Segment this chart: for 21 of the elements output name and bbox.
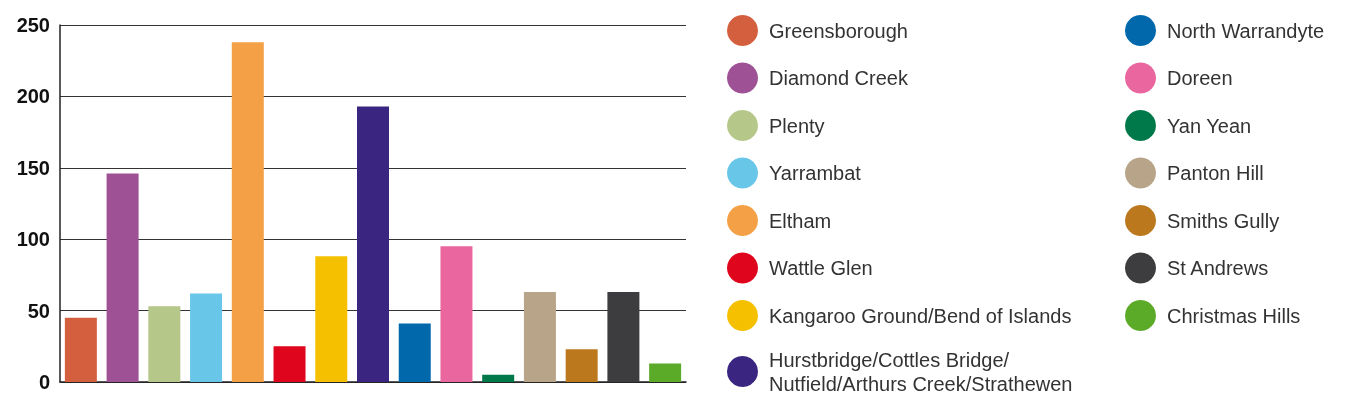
y-tick-label: 100 (16, 228, 50, 251)
legend-label: North Warrandyte (1167, 19, 1325, 42)
legend-label: Plenty (769, 114, 825, 137)
legend-label: Greensborough (769, 19, 908, 42)
legend-label: Diamond Creek (769, 67, 909, 89)
y-tick-label: 250 (16, 14, 50, 36)
legend-label: Yarrambat (769, 162, 862, 184)
legend-label: Doreen (1167, 67, 1233, 89)
legend-label: Panton Hill (1167, 162, 1264, 184)
legend-label: Christmas Hills (1167, 304, 1301, 327)
legend-label: Smiths Gully (1167, 209, 1280, 232)
y-tick-label: 0 (38, 371, 50, 393)
legend-label: Hurstbridge/Cottles Bridge/Nutfield/Arthurs Creek/Strathewen (769, 348, 1073, 395)
y-tick-label: 50 (27, 299, 50, 322)
legend-label: St Andrews (1167, 257, 1269, 279)
legend-label: Kangaroo Ground/Bend of Islands (769, 304, 1072, 327)
y-tick-label: 150 (16, 156, 50, 179)
y-tick-label: 200 (16, 85, 50, 108)
legend-label: Yan Yean (1167, 114, 1252, 137)
legend-label: Eltham (769, 209, 832, 232)
legend-label: Wattle Glen (769, 257, 873, 279)
